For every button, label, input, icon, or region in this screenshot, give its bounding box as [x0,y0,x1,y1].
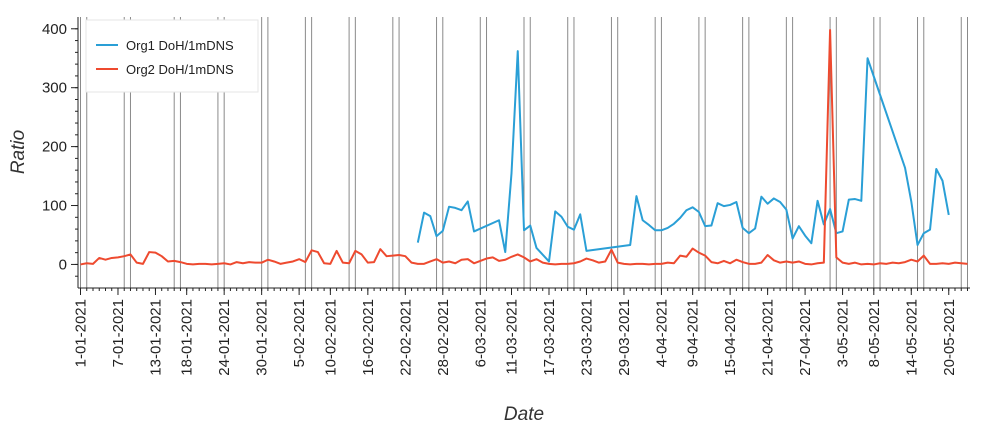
x-tick-label: 4-04-2021 [653,299,670,367]
legend-label-org1: Org1 DoH/1mDNS [126,38,234,53]
y-axis-ticks: 0 100 200 300 400 [42,21,78,277]
series-line-org2 [80,28,968,266]
series-line-org1 [416,50,950,263]
x-tick-label: 6-03-2021 [472,299,489,367]
x-tick-label: 23-03-2021 [578,299,595,376]
x-tick-label: 13-01-2021 [147,299,164,376]
x-tick-label: 30-01-2021 [254,299,271,376]
y-tick-label: 400 [42,21,67,38]
x-tick-label: 9-04-2021 [685,299,702,367]
x-tick-label: 5-02-2021 [291,299,308,367]
x-tick-label: 10-02-2021 [322,299,339,376]
y-tick-label: 300 [42,80,67,97]
y-axis-title: Ratio [8,130,29,174]
x-tick-label: 22-02-2021 [397,299,414,376]
x-tick-label: 8-05-2021 [866,299,883,367]
y-tick-label: 100 [42,198,67,215]
legend: Org1 DoH/1mDNS Org2 DoH/1mDNS [85,19,259,93]
x-tick-label: 1-01-2021 [73,299,90,367]
y-tick-label: 0 [59,256,67,273]
x-tick-label: 29-03-2021 [616,299,633,376]
x-tick-label: 24-01-2021 [216,299,233,376]
x-tick-label: 14-05-2021 [903,299,920,376]
x-tick-label: 11-03-2021 [504,299,521,375]
x-tick-label: 17-03-2021 [541,299,558,376]
x-tick-label: 27-04-2021 [797,299,814,376]
x-tick-label: 15-04-2021 [722,299,739,376]
y-tick-label: 200 [42,139,67,156]
legend-box [85,19,259,93]
x-tick-label: 28-02-2021 [435,299,452,376]
x-tick-label: 3-05-2021 [835,299,852,367]
x-tick-label: 18-01-2021 [179,299,196,376]
x-axis-title: Date [504,404,544,425]
x-tick-label: 16-02-2021 [360,299,377,376]
x-tick-label: 7-01-2021 [110,299,127,367]
legend-label-org2: Org2 DoH/1mDNS [126,62,234,77]
x-axis-ticks: 1-01-2021 7-01-2021 13-01-2021 18-01-2021 24… [73,288,968,376]
series-lines [80,28,968,266]
x-tick-label: 21-04-2021 [760,299,777,376]
x-tick-label: 20-05-2021 [941,299,958,376]
